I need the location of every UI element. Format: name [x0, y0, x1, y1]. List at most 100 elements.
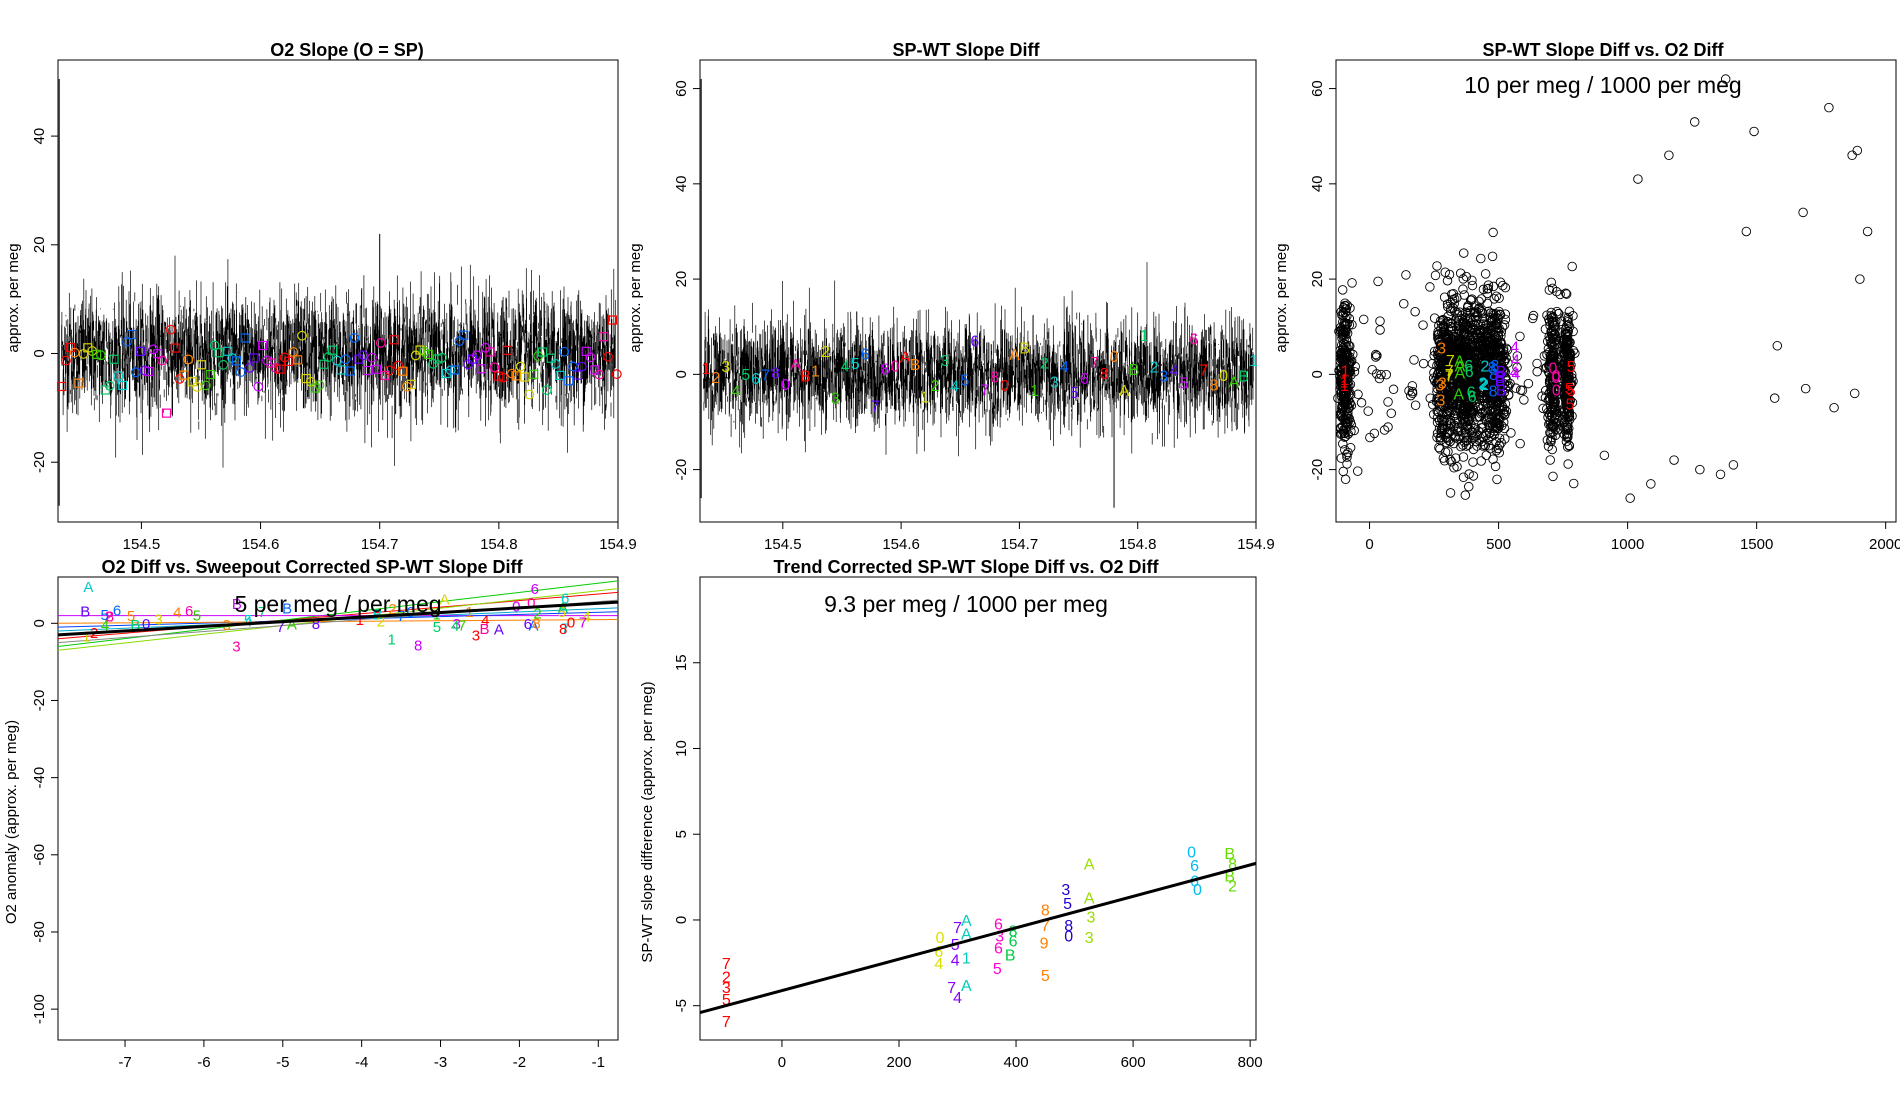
panel-slope-diff-vs-o2-diff-point [1479, 395, 1490, 406]
panel-o2-diff-vs-sweepout-point-label: 5 [244, 612, 252, 629]
panel-sp-wt-slope-diff-spike [700, 79, 1115, 508]
panel-slope-diff-vs-o2-diff-point [1445, 488, 1456, 498]
panel-slope-diff-vs-o2-diff-group-label: 5 [1566, 396, 1575, 413]
panel-trend-corrected-point-label: B [1224, 868, 1235, 885]
panel-slope-diff-vs-o2-diff-group-label: 4 [1510, 364, 1519, 381]
panel-trend-corrected-point-label: 4 [953, 990, 962, 1007]
panel-slope-diff-vs-o2-diff-point [1336, 326, 1346, 336]
panel-slope-diff-vs-o2-diff-point [1458, 248, 1469, 258]
panel-o2-slope-marker [249, 353, 259, 363]
panel-slope-diff-vs-o2-diff-point [1562, 368, 1572, 378]
panel-slope-diff-vs-o2-diff-point [1499, 423, 1510, 434]
panel-slope-diff-vs-o2-diff-point [1491, 445, 1502, 456]
panel-slope-diff-vs-o2-diff-outlier [1847, 150, 1857, 161]
panel-o2-slope-marker [564, 376, 574, 386]
panel-trend-corrected-point-label: 3 [722, 980, 731, 997]
panel-slope-diff-vs-o2-diff-point [1457, 385, 1468, 395]
panel-o2-slope-marker [494, 371, 504, 381]
panel-slope-diff-vs-o2-diff-point [1562, 371, 1572, 382]
panel-slope-diff-vs-o2-diff-outlier [1849, 388, 1860, 399]
panel-sp-wt-slope-diff-xtick-label: 154.7 [1001, 536, 1039, 553]
panel-slope-diff-vs-o2-diff-point [1506, 428, 1516, 438]
panel-slope-diff-vs-o2-diff-point [1435, 366, 1445, 377]
panel-o2-slope-marker [472, 350, 482, 361]
panel-slope-diff-vs-o2-diff-point [1343, 378, 1353, 388]
panel-o2-slope-marker [603, 351, 613, 362]
panel-sp-wt-slope-diff-point-label: A [1009, 347, 1020, 364]
panel-sp-wt-slope-diff-point-label: 5 [1179, 375, 1188, 392]
panel-slope-diff-vs-o2-diff-point [1447, 323, 1458, 334]
panel-slope-diff-vs-o2-diff-point [1453, 331, 1464, 342]
panel-o2-slope-ytick-label: -20 [31, 451, 48, 473]
panel-slope-diff-vs-o2-diff-point [1439, 321, 1449, 332]
panel-slope-diff-vs-o2-diff-point [1432, 406, 1443, 416]
panel-slope-diff-vs-o2-diff-point [1543, 441, 1554, 452]
panel-slope-diff-vs-o2-diff-point [1490, 391, 1501, 402]
panel-o2-slope-marker [340, 354, 351, 365]
panel-o2-slope-marker [109, 354, 119, 364]
panel-slope-diff-vs-o2-diff-point [1449, 462, 1459, 473]
panel-o2-diff-vs-sweepout-ytick-label: -100 [31, 994, 48, 1024]
panel-trend-corrected-point-label: 5 [722, 992, 731, 1009]
panel-o2-slope-marker [397, 366, 408, 376]
panel-sp-wt-slope-diff-point-label: 1 [1249, 353, 1258, 370]
panel-o2-slope-marker [319, 359, 329, 369]
panel-o2-diff-vs-sweepout-ytick-label: -60 [31, 844, 48, 866]
panel-o2-diff-vs-sweepout-point-label: B [80, 603, 90, 620]
panel-slope-diff-vs-o2-diff-point [1559, 411, 1570, 421]
panel-o2-slope-ytick-label: 20 [31, 236, 48, 253]
panel-o2-slope-marker [358, 350, 369, 361]
panel-trend-corrected-ylabel: SP-WT slope difference (approx. per meg) [639, 681, 656, 962]
panel-slope-diff-vs-o2-diff-outlier [1728, 460, 1739, 470]
panel-slope-diff-vs-o2-diff-point [1340, 301, 1350, 311]
panel-sp-wt-slope-diff-ytick-label: -20 [673, 459, 690, 481]
panel-o2-slope-marker [345, 366, 355, 376]
panel-slope-diff-vs-o2-diff-point [1458, 284, 1468, 294]
panel-o2-diff-vs-sweepout-point-label: 7 [276, 619, 284, 636]
panel-trend-corrected-point-label: 9 [1040, 935, 1049, 952]
panel-slope-diff-vs-o2-diff-point [1476, 409, 1486, 419]
panel-slope-diff-vs-o2-diff-point [1568, 345, 1579, 356]
panel-slope-diff-vs-o2-diff-point [1484, 367, 1495, 377]
panel-trend-corrected-point-label: 6 [994, 916, 1003, 933]
panel-slope-diff-vs-o2-diff-point [1500, 434, 1510, 444]
panel-slope-diff-vs-o2-diff-point [1495, 277, 1506, 288]
panel-o2-diff-vs-sweepout-point-label: A [494, 622, 504, 639]
panel-sp-wt-slope-diff-point-label: 4 [731, 383, 740, 400]
panel-o2-diff-vs-sweepout-point-label: 3 [472, 628, 480, 645]
panel-slope-diff-vs-o2-diff-group-label: 8 [1489, 367, 1498, 384]
panel-trend-corrected-point-label: 6 [994, 940, 1003, 957]
panel-slope-diff-vs-o2-diff-point [1352, 466, 1363, 476]
panel-o2-diff-vs-sweepout-point-label: 4 [582, 609, 590, 626]
panel-slope-diff-vs-o2-diff-point [1339, 354, 1350, 364]
panel-trend-corrected-point-label: 8 [1064, 918, 1073, 935]
panel-o2-diff-vs-sweepout-point-label: 1 [82, 629, 90, 646]
panel-slope-diff-vs-o2-diff-point [1560, 288, 1571, 299]
panel-o2-diff-vs-sweepout-point-label: 6 [185, 603, 193, 620]
panel-o2-diff-vs-sweepout-ylabel: O2 anomaly (approx. per meg) [3, 720, 20, 924]
panel-o2-slope-marker [258, 340, 268, 351]
panel-slope-diff-vs-o2-diff-point [1548, 421, 1558, 432]
panel-slope-diff-vs-o2-diff-point [1432, 383, 1442, 394]
panel-slope-diff-vs-o2-diff-point [1494, 433, 1505, 444]
panel-o2-slope-marker [244, 363, 255, 373]
panel-o2-slope-marker [524, 389, 535, 400]
panel-o2-slope-marker [153, 349, 163, 359]
panel-o2-diff-vs-sweepout-point-label: A [439, 592, 449, 609]
panel-trend-corrected-point-label: A [1084, 856, 1095, 873]
panel-trend-corrected-ytick-label: -5 [673, 999, 690, 1012]
panel-slope-diff-vs-o2-diff-point [1551, 286, 1562, 297]
panel-slope-diff-vs-o2-diff-point [1563, 345, 1573, 356]
panel-slope-diff-vs-o2-diff-point [1463, 481, 1474, 492]
panel-slope-diff-vs-o2-diff-ytick-label: -20 [1309, 459, 1326, 481]
panel-sp-wt-slope-diff-point-label: B [1238, 368, 1249, 385]
panel-slope-diff-vs-o2-diff-point [1458, 472, 1469, 482]
panel-slope-diff-vs-o2-diff-point [1460, 490, 1471, 500]
panel-o2-diff-vs-sweepout-point-label: 5 [558, 604, 566, 621]
panel-slope-diff-vs-o2-diff-point [1488, 227, 1498, 238]
panel-slope-diff-vs-o2-diff-point [1429, 367, 1439, 378]
panel-slope-diff-vs-o2-diff-point [1452, 377, 1463, 388]
panel-o2-slope-marker [502, 345, 513, 356]
panel-sp-wt-slope-diff-point-label: 8 [990, 369, 999, 386]
panel-slope-diff-vs-o2-diff-point [1336, 453, 1347, 463]
